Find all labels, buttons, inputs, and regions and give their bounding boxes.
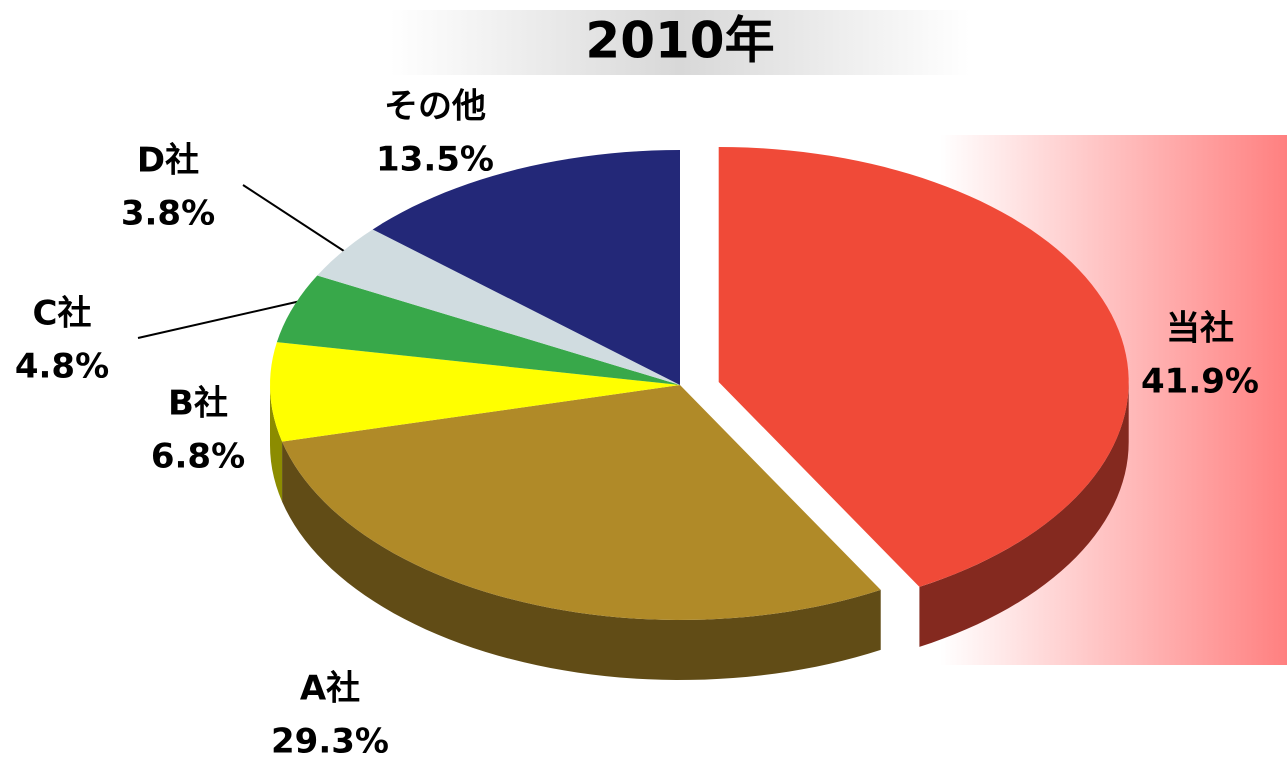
value-label: 41.9%	[1141, 362, 1259, 402]
slice-label: D社	[137, 141, 199, 181]
value-label: 6.8%	[151, 437, 245, 477]
value-label: 13.5%	[376, 140, 494, 180]
slice	[276, 275, 680, 385]
slice	[282, 385, 881, 620]
value-label: 4.8%	[15, 347, 109, 387]
leader-line	[137, 299, 306, 339]
value-label: 3.8%	[121, 194, 215, 234]
slice	[270, 342, 680, 442]
slice-label: B社	[168, 384, 228, 424]
slice	[317, 229, 680, 385]
title-band	[390, 10, 970, 75]
slice-side	[919, 381, 1129, 647]
chart-title: 2010年	[585, 12, 774, 70]
slice	[718, 146, 1129, 587]
slice-side	[270, 385, 283, 502]
slice-label: その他	[384, 87, 486, 127]
slice	[372, 150, 680, 385]
slice-label: C社	[33, 294, 92, 334]
slice-side	[282, 441, 881, 680]
slice-label: 当社	[1166, 309, 1234, 349]
value-label: 29.3%	[271, 722, 389, 760]
slice-label: A社	[300, 669, 360, 709]
leader-line	[242, 184, 351, 256]
